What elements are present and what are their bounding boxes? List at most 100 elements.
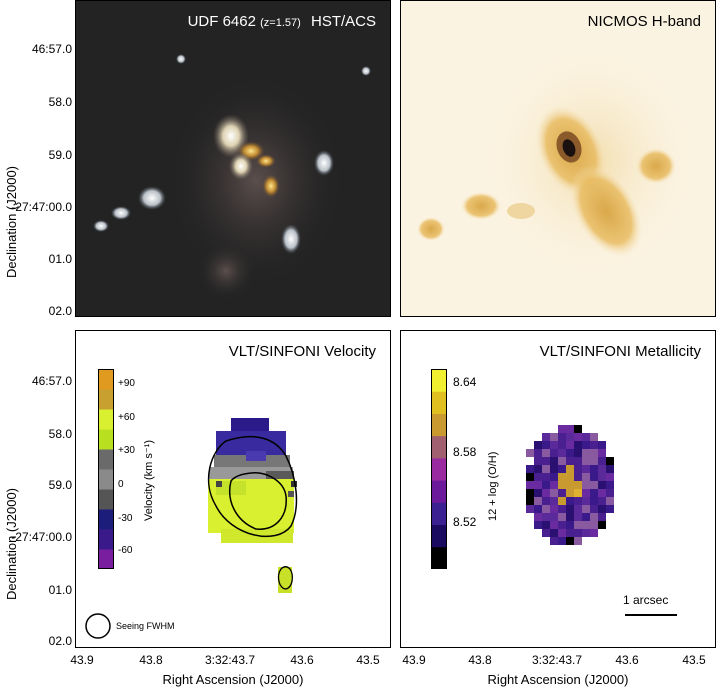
colorbar-swatch [98, 549, 114, 569]
metallicity-pixel [574, 481, 582, 489]
y-tick-label: 02.0 [48, 634, 72, 648]
colorbar-swatch [98, 449, 114, 470]
x-axis-title-right: Right Ascension (J2000) [487, 672, 629, 687]
y-tick-label: 02.0 [48, 304, 72, 318]
metallicity-pixel [534, 489, 542, 497]
metallicity-pixel [550, 497, 558, 505]
metallicity-pixel [590, 433, 598, 441]
metallicity-pixel [558, 529, 566, 537]
metallicity-pixel [590, 513, 598, 521]
colorbar-swatch [98, 369, 114, 390]
metallicity-pixel [526, 497, 534, 505]
metallicity-pixel [526, 473, 534, 481]
metallicity-pixel [598, 473, 606, 481]
metallicity-pixel [566, 481, 574, 489]
x-tick-label: 3:32:43.7 [531, 653, 583, 667]
metallicity-pixel [526, 505, 534, 513]
colorbar-swatch [431, 413, 447, 437]
x-tick-label: 3:32:43.7 [204, 653, 256, 667]
metallicity-pixel [566, 505, 574, 513]
metallicity-pixel [598, 521, 606, 529]
metallicity-pixel [590, 473, 598, 481]
metallicity-pixel [606, 489, 614, 497]
metallicity-pixel [598, 513, 606, 521]
metallicity-colorbar-title: 12 + log (O/H) [487, 451, 499, 521]
metallicity-pixel [550, 465, 558, 473]
metallicity-pixel [542, 521, 550, 529]
metallicity-pixel [582, 441, 590, 449]
velocity-tick-label: 0 [118, 479, 124, 490]
metallicity-pixel [542, 441, 550, 449]
metallicity-pixel [550, 473, 558, 481]
metallicity-pixel [566, 457, 574, 465]
velocity-tick-label: +30 [118, 445, 135, 456]
acs-panel-title: UDF 6462 (z=1.57) HST/ACS [188, 13, 376, 30]
y-tick-label: -27:47:00.0 [11, 200, 72, 214]
x-tick-label: 43.6 [290, 653, 314, 667]
metallicity-pixel [534, 513, 542, 521]
velocity-colorbar [98, 369, 114, 569]
metallicity-pixel [566, 497, 574, 505]
metallicity-pixel [550, 489, 558, 497]
velocity-tick-label: -60 [118, 545, 133, 556]
metallicity-pixel [590, 489, 598, 497]
acs-image-panel: UDF 6462 (z=1.57) HST/ACS [75, 0, 391, 317]
y-tick-label: 58.0 [48, 95, 72, 109]
metallicity-pixel [606, 465, 614, 473]
y-tick-label: -27:47:00.0 [11, 530, 72, 544]
x-tick-label: 43.8 [139, 653, 163, 667]
metallicity-pixel [590, 505, 598, 513]
metallicity-panel-title: VLT/SINFONI Metallicity [539, 343, 701, 360]
metallicity-pixel [558, 489, 566, 497]
metallicity-pixel [574, 489, 582, 497]
colorbar-swatch [431, 480, 447, 503]
metallicity-pixel [550, 433, 558, 441]
metallicity-pixel [534, 521, 542, 529]
metallicity-pixel [574, 497, 582, 505]
metallicity-pixel [566, 449, 574, 457]
colorbar-swatch [98, 389, 114, 410]
metallicity-pixel [590, 497, 598, 505]
metallicity-pixel [534, 449, 542, 457]
metallicity-pixel [574, 457, 582, 465]
velocity-tick-label: +90 [118, 378, 135, 389]
seeing-fwhm-circle [85, 613, 111, 639]
metallicity-pixel [566, 489, 574, 497]
metallicity-pixel [606, 457, 614, 465]
metallicity-pixel [566, 537, 574, 545]
metallicity-pixel [550, 481, 558, 489]
metallicity-pixel [606, 473, 614, 481]
acs-title-redshift: (z=1.57) [260, 17, 301, 29]
metallicity-tick-label: 8.58 [453, 445, 477, 459]
metallicity-pixel [558, 473, 566, 481]
metallicity-colorbar [431, 369, 447, 569]
y-tick-label: 46:57.0 [31, 374, 72, 388]
nicmos-panel-title: NICMOS H-band [587, 13, 701, 30]
colorbar-frame [431, 369, 447, 569]
colorbar-swatch [98, 529, 114, 550]
x-tick-label: 43.5 [682, 653, 706, 667]
metallicity-pixel [574, 449, 582, 457]
metallicity-pixel [590, 441, 598, 449]
colorbar-swatch [431, 435, 447, 459]
metallicity-pixel [542, 473, 550, 481]
metallicity-pixel [534, 505, 542, 513]
y-tick-label: 58.0 [48, 427, 72, 441]
metallicity-pixel [550, 529, 558, 537]
metallicity-pixel [566, 529, 574, 537]
metallicity-pixel [574, 521, 582, 529]
metallicity-pixel [566, 465, 574, 473]
colorbar-frame [98, 369, 114, 569]
velocity-contour [277, 566, 293, 590]
metallicity-pixel [582, 529, 590, 537]
colorbar-swatch [431, 391, 447, 414]
metallicity-pixel [542, 481, 550, 489]
metallicity-pixel [574, 433, 582, 441]
velocity-tick-label: -30 [118, 513, 133, 524]
metallicity-pixel [542, 465, 550, 473]
metallicity-pixel [590, 465, 598, 473]
metallicity-pixel [558, 537, 566, 545]
metallicity-pixel [574, 529, 582, 537]
acs-title-instrument: HST/ACS [310, 13, 376, 30]
metallicity-pixel [558, 497, 566, 505]
